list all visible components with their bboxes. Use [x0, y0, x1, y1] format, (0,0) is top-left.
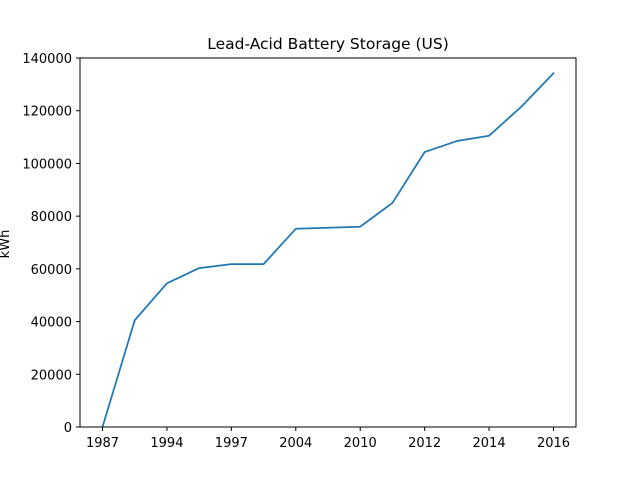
- data-point: [166, 282, 168, 284]
- x-tick-label: 2016: [537, 436, 570, 451]
- y-tick-label: 80000: [31, 210, 72, 225]
- data-point: [520, 106, 522, 108]
- y-tick-label: 40000: [31, 316, 72, 331]
- x-axis: 1987 1994 1997 2004 2010 2012 2014 2016: [86, 427, 570, 451]
- x-tick-label: 2004: [279, 436, 312, 451]
- y-tick-label: 0: [64, 421, 72, 436]
- y-tick-label: 20000: [31, 368, 72, 383]
- y-axis-label: kWh: [0, 230, 13, 259]
- data-point: [198, 267, 200, 269]
- y-tick-label: 140000: [22, 52, 72, 67]
- chart-title: Lead-Acid Battery Storage (US): [207, 35, 449, 53]
- data-point: [553, 72, 555, 74]
- x-tick-label: 1994: [150, 436, 183, 451]
- data-point: [230, 263, 232, 265]
- y-tick-label: 60000: [31, 263, 72, 278]
- x-tick-label: 2012: [408, 436, 441, 451]
- series-group: [101, 72, 555, 429]
- series-line: [101, 72, 555, 429]
- y-tick-label: 100000: [22, 157, 72, 172]
- data-point: [424, 151, 426, 153]
- data-point: [391, 202, 393, 204]
- y-axis: 0 20000 40000 60000 80000 100000 120000 140000: [22, 52, 80, 436]
- x-tick-label: 2014: [473, 436, 506, 451]
- x-tick-label: 1987: [86, 436, 119, 451]
- data-point: [134, 319, 136, 321]
- data-point: [359, 226, 361, 228]
- x-tick-label: 1997: [215, 436, 248, 451]
- data-point: [488, 135, 490, 137]
- x-tick-label: 2010: [344, 436, 377, 451]
- data-point: [263, 263, 265, 265]
- y-tick-label: 120000: [22, 105, 72, 120]
- data-point: [456, 140, 458, 142]
- data-point: [327, 227, 329, 229]
- data-point: [295, 228, 297, 230]
- plot-area-frame: [79, 57, 577, 428]
